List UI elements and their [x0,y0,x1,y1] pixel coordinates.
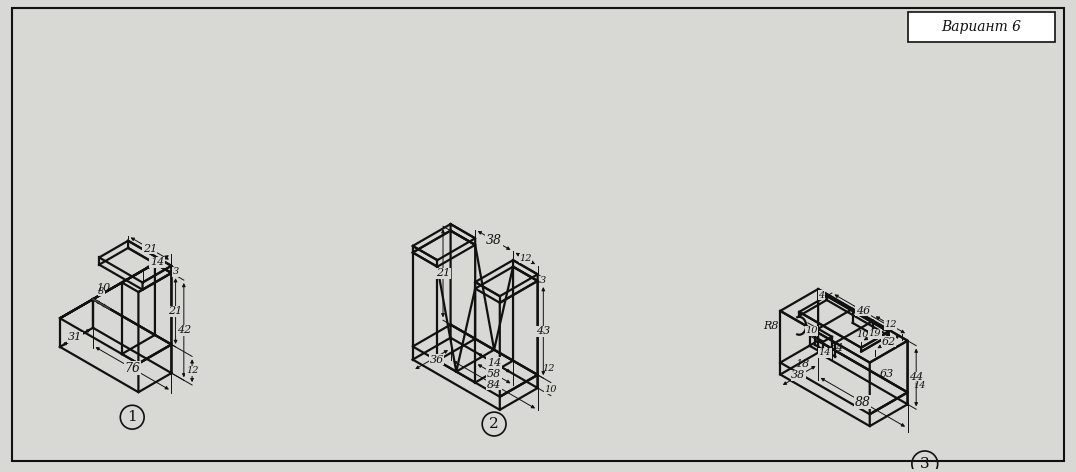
Text: 63: 63 [880,370,894,379]
Text: 14: 14 [487,358,501,368]
Text: 62: 62 [881,337,896,347]
Bar [907,12,1054,42]
Text: 10: 10 [96,284,111,294]
Text: 3: 3 [172,267,179,276]
Text: 19: 19 [868,329,881,338]
Text: 14: 14 [914,381,925,390]
Text: 46: 46 [855,306,870,316]
Text: 42: 42 [176,325,190,335]
Text: 84: 84 [487,379,501,390]
Text: 14: 14 [819,348,832,357]
Text: 14: 14 [150,257,165,267]
Text: 2: 2 [490,417,499,431]
Text: 38: 38 [486,234,502,247]
Text: 10: 10 [544,385,557,394]
Text: 10: 10 [856,330,869,339]
Text: 12: 12 [542,364,555,373]
Text: 21: 21 [169,306,183,316]
Text: 21: 21 [436,268,450,278]
Text: 44: 44 [909,372,923,382]
Text: 10: 10 [805,326,818,335]
Text: 12: 12 [519,254,532,263]
Text: 36: 36 [429,354,443,364]
Text: 54: 54 [830,343,845,353]
Text: 43: 43 [536,326,551,336]
Text: Вариант 6: Вариант 6 [942,20,1021,34]
Text: 21: 21 [143,244,157,253]
Text: 31: 31 [68,332,82,342]
Text: R8: R8 [764,321,779,331]
Text: 3: 3 [920,457,930,471]
Text: 58: 58 [487,369,501,379]
Text: 38: 38 [791,371,805,380]
Text: 4: 4 [819,291,824,300]
Text: 76: 76 [124,362,140,375]
Text: 12: 12 [186,366,198,375]
Text: 8: 8 [98,287,104,296]
Text: 12: 12 [884,320,896,329]
Text: 18: 18 [795,359,810,369]
Text: 3: 3 [540,277,547,286]
Text: 88: 88 [854,396,870,409]
Text: 1: 1 [127,410,137,424]
